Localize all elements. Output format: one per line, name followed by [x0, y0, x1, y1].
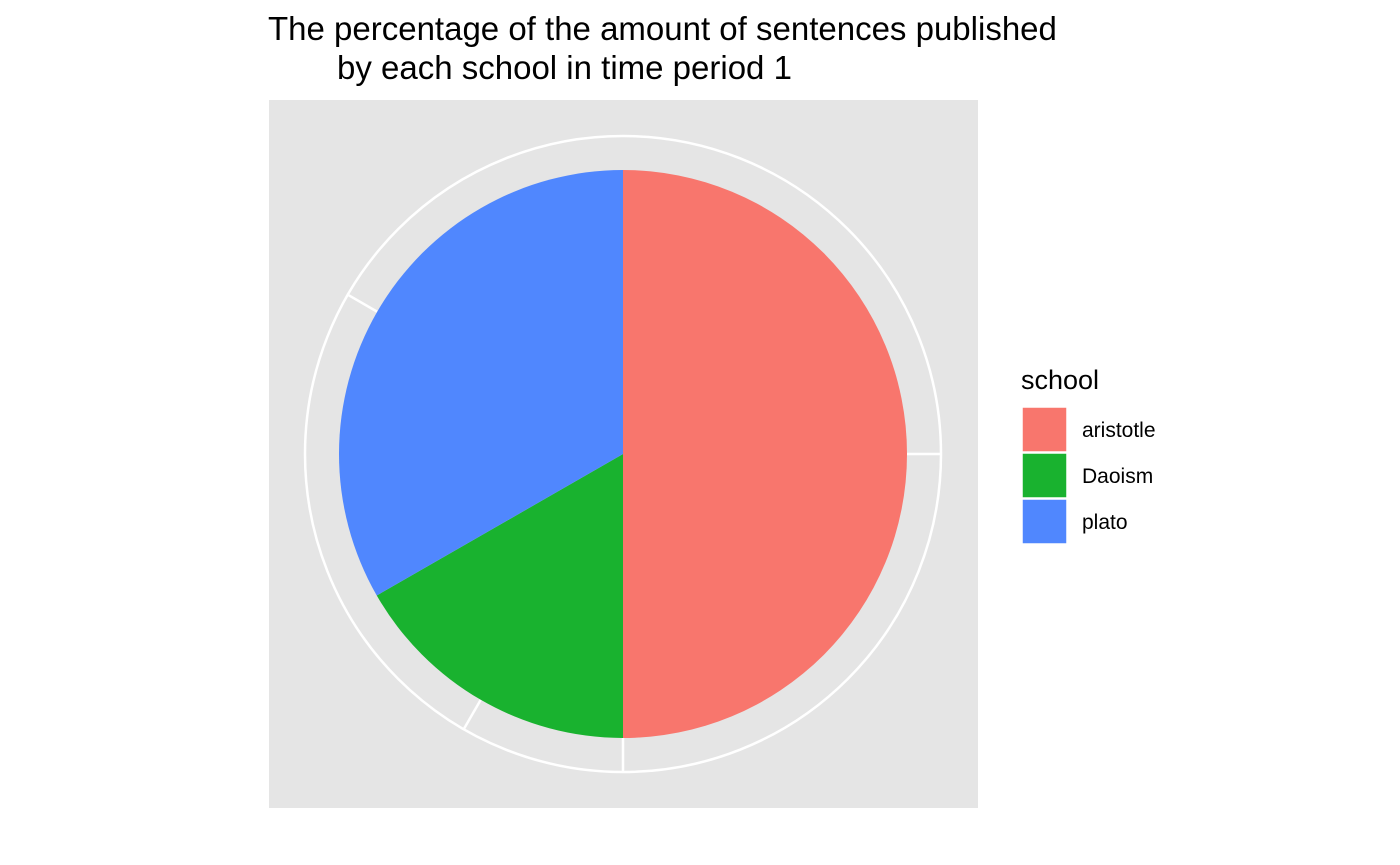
grid-tick-1	[462, 699, 482, 730]
legend-key-daoism	[1021, 452, 1068, 499]
grid-tick-2	[347, 293, 378, 313]
polar-grid	[303, 134, 943, 774]
pie-slice-plato	[338, 170, 623, 596]
legend-key-aristotle	[1021, 406, 1068, 453]
chart-title-line-2: by each school in time period 1	[337, 49, 792, 86]
legend: aristotle Daoism plato	[1021, 406, 1156, 545]
legend-key-plato	[1021, 498, 1068, 545]
pie-slices	[338, 170, 907, 738]
pie-slice-daoism	[376, 454, 623, 738]
legend-label-aristotle: aristotle	[1082, 419, 1156, 442]
legend-label-daoism: Daoism	[1082, 465, 1153, 488]
legend-title: school	[1021, 365, 1099, 395]
pie-slice-aristotle	[623, 170, 907, 738]
legend-label-plato: plato	[1082, 511, 1128, 534]
chart-title-line-1: The percentage of the amount of sentence…	[268, 10, 1057, 47]
